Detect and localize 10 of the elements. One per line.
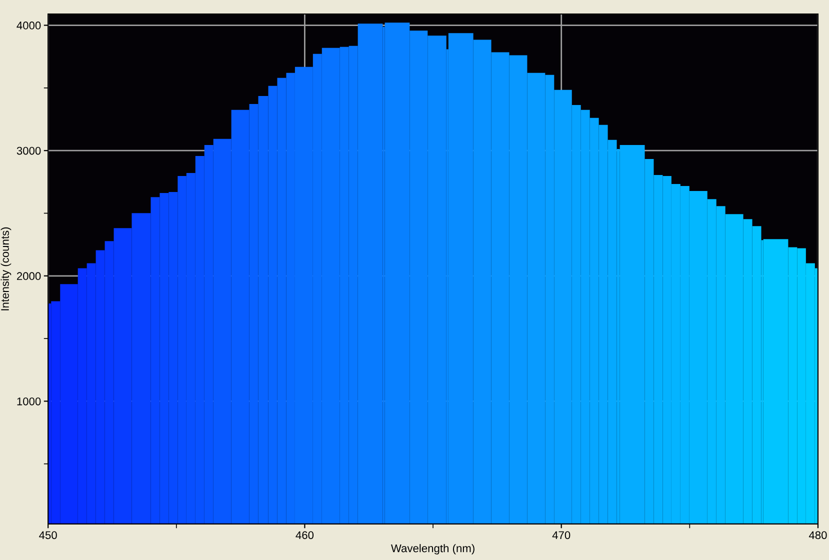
x-tick-label: 470 [552,531,570,540]
x-tick-label: 460 [296,531,314,540]
y-tick-label: 3000 [16,146,41,155]
y-axis-title: Intensity (counts) [0,227,12,310]
x-tick-label: 450 [39,531,57,540]
x-axis-title: Wavelength (nm) [390,544,474,554]
y-tick-label: 1000 [17,397,41,406]
y-tick-label: 2000 [16,272,41,280]
x-tick-label: 480 [808,531,827,540]
y-tick-label: 4000 [16,22,41,30]
